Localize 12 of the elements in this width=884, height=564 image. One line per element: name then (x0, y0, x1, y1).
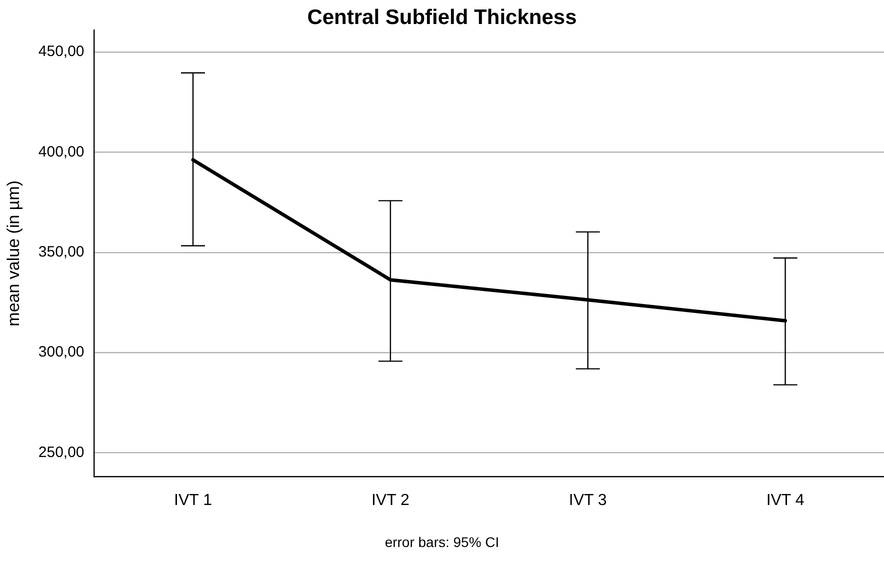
x-tick-label: IVT 4 (766, 492, 804, 509)
y-tick-label: 300,00 (38, 344, 84, 361)
y-tick-label: 400,00 (38, 143, 84, 160)
x-tick-label: IVT 2 (371, 492, 410, 509)
text: error bars: 95% CI (384, 534, 500, 550)
y-axis-title: mean value (in µm) (4, 180, 23, 326)
x-tick-label: IVT 1 (174, 492, 212, 509)
y-tick-label: 450,00 (38, 43, 84, 60)
y-tick-label: 250,00 (38, 444, 84, 461)
y-tick-label: 350,00 (38, 244, 84, 261)
x-tick-label: IVT 3 (568, 492, 607, 509)
chart-title: Central Subfield Thickness (306, 6, 578, 30)
